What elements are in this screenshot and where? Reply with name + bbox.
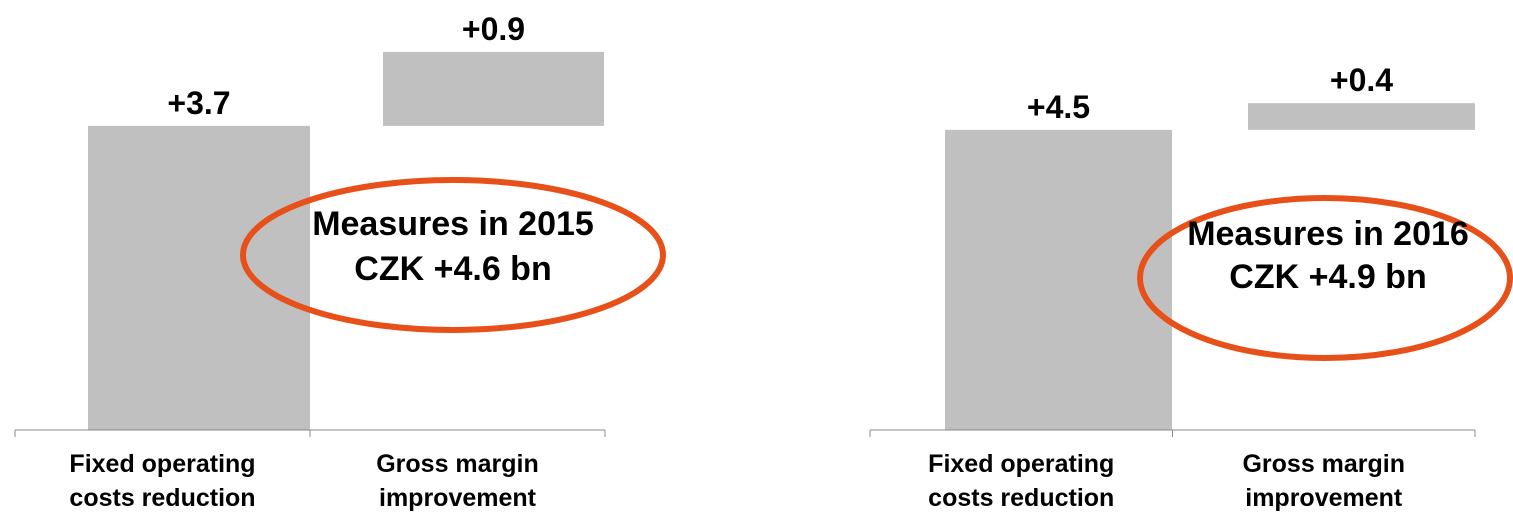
bar xyxy=(945,129,1172,430)
category-label: Fixed operating costs reduction xyxy=(928,450,1115,512)
annotation-ellipse xyxy=(240,177,666,333)
value-label: +0.4 xyxy=(1330,62,1393,98)
value-label: +0.9 xyxy=(462,11,525,47)
annotation-text: Measures in 2015 xyxy=(312,205,594,243)
category-label: Gross margin improvement xyxy=(1242,450,1406,512)
annotation-ellipse xyxy=(1137,195,1513,361)
value-label: +3.7 xyxy=(167,85,230,121)
category-label: Gross margin improvement xyxy=(376,450,539,512)
annotation-text: CZK +4.9 bn xyxy=(1229,258,1426,296)
annotation-text: Measures in 2016 xyxy=(1187,215,1469,253)
value-label: +4.5 xyxy=(1027,89,1090,125)
bar xyxy=(88,125,310,431)
bar xyxy=(383,51,604,126)
category-label: Fixed operating costs reduction xyxy=(69,450,256,512)
bar xyxy=(1248,103,1475,130)
annotation-text: CZK +4.6 bn xyxy=(354,250,551,288)
